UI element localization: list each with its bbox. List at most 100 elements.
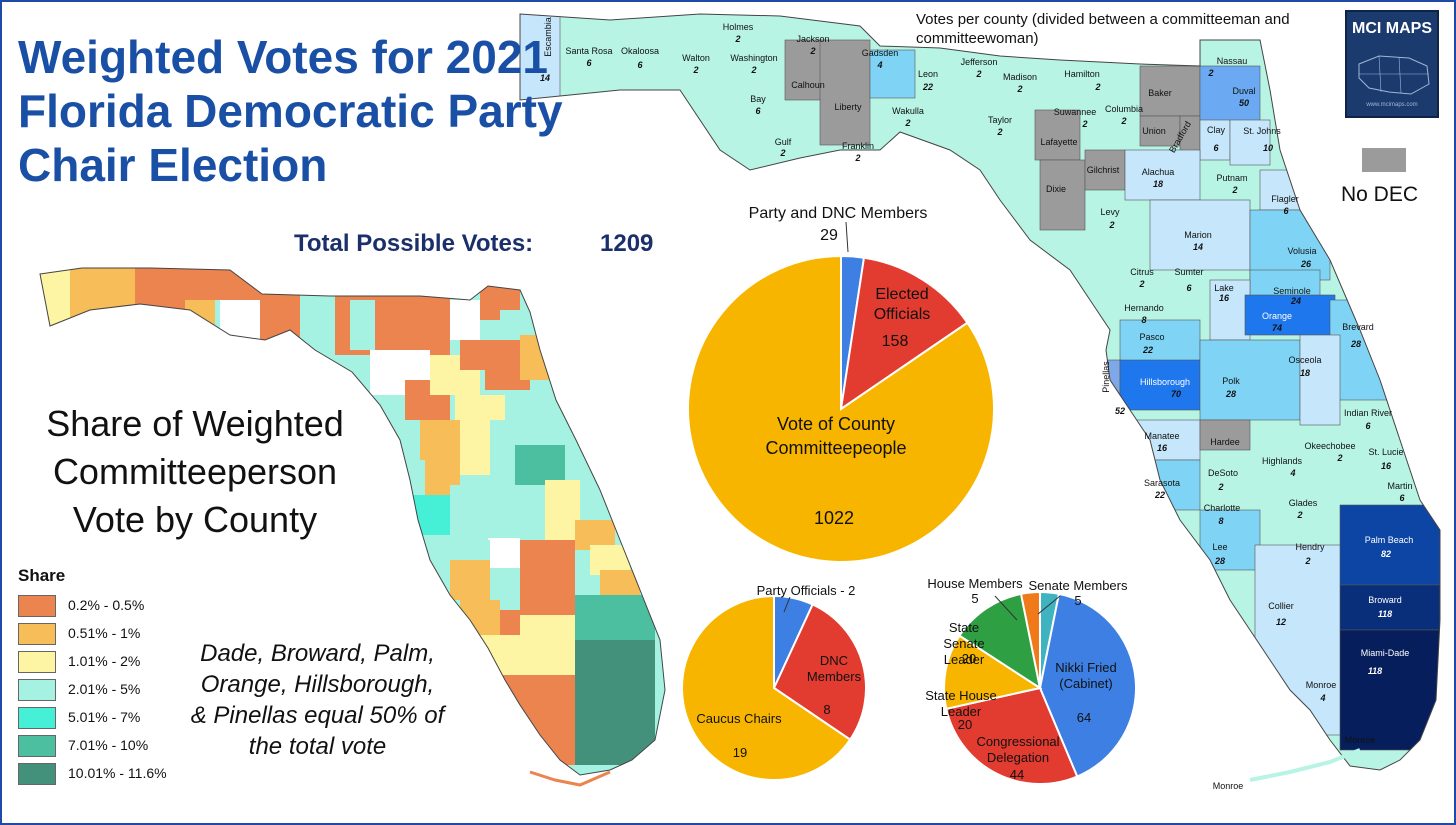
county-votes: 2	[1095, 82, 1101, 92]
county-label: Highlands	[1261, 456, 1303, 466]
logo-text: MCI MAPS	[1352, 20, 1432, 37]
county-label: Putnam	[1216, 173, 1248, 183]
county-votes: 22	[1142, 345, 1154, 355]
county-votes: 2	[1218, 482, 1224, 492]
county-label: Manatee	[1144, 431, 1180, 441]
county-label: Volusia	[1287, 246, 1317, 256]
county-label: Broward	[1368, 595, 1402, 605]
county-label: Hardee	[1210, 437, 1240, 447]
page-title: Weighted Votes for 2021 Florida Democrat…	[18, 31, 563, 191]
county-label: Pinellas	[1101, 361, 1111, 393]
total-votes-value: 1209	[600, 230, 654, 257]
pie-value: 44	[1009, 767, 1025, 782]
votes-per-county-note: Votes per county (divided between a comm…	[916, 11, 1290, 47]
county-votes: 6	[1283, 206, 1289, 216]
pie-label: House Members	[927, 576, 1023, 591]
pie-value: 19	[732, 745, 748, 760]
no-dec-label: No DEC	[1341, 183, 1419, 206]
county-label: Glades	[1288, 498, 1318, 508]
county-votes: 22	[1154, 490, 1166, 500]
pie-slice	[687, 254, 995, 563]
county-votes: 18	[1152, 179, 1164, 189]
county-votes: 2	[855, 153, 861, 163]
county-label: Lee	[1212, 542, 1228, 552]
county-votes: 16	[1380, 461, 1392, 471]
county-label: Hillsborough	[1139, 377, 1191, 387]
county-votes: 118	[1377, 609, 1393, 619]
county-votes: 2	[1208, 68, 1214, 78]
county-votes: 2	[693, 65, 699, 75]
pie-label: Senate Members	[1028, 578, 1128, 593]
county-votes: 8	[1218, 516, 1224, 526]
county-votes: 2	[1297, 510, 1303, 520]
county-votes: 28	[1214, 556, 1226, 566]
county-label: DeSoto	[1207, 468, 1239, 478]
county-label: Columbia	[1104, 104, 1144, 114]
county-votes: 2	[1139, 279, 1145, 289]
county-votes: 26	[1300, 259, 1312, 269]
legend-swatch	[18, 623, 56, 645]
total-votes-label: Total Possible Votes:	[294, 230, 534, 257]
legend-swatch	[18, 735, 56, 757]
county-label: Lafayette	[1040, 137, 1078, 147]
county-label: Levy	[1100, 207, 1120, 217]
leader-line	[1037, 595, 1061, 615]
county-label: Jefferson	[960, 57, 998, 67]
county-label: Jackson	[796, 34, 830, 44]
county-label: Alachua	[1141, 167, 1175, 177]
county-label: Orange	[1261, 311, 1293, 321]
county-votes: 14	[1192, 242, 1204, 252]
pie-slice	[772, 603, 867, 742]
county-label: Martin	[1387, 481, 1413, 491]
county-votes: 2	[810, 46, 816, 56]
county-label: Marion	[1184, 230, 1212, 240]
pie-label: Caucus Chairs	[696, 711, 782, 726]
county-votes: 2	[1305, 556, 1311, 566]
county-label: Nassau	[1216, 56, 1248, 66]
county-label: Taylor	[987, 115, 1013, 125]
pie-value: 158	[881, 333, 909, 350]
legend-title: Share	[18, 566, 66, 585]
county-votes: 6	[755, 106, 761, 116]
county-label: Franklin	[841, 141, 875, 151]
county-votes: 6	[1399, 493, 1405, 503]
pie-value: 5	[971, 591, 979, 606]
pie-slice	[945, 686, 1079, 785]
pie-label: Elected Officials	[873, 286, 931, 323]
county-votes: 6	[1186, 283, 1192, 293]
county-votes: 74	[1271, 323, 1283, 333]
county-votes: 2	[997, 127, 1003, 137]
leader-line	[994, 595, 1018, 621]
pie-slice	[681, 594, 852, 781]
county-label: Walton	[682, 53, 710, 63]
pie-label: Party and DNC Members	[748, 205, 928, 222]
county-votes: 6	[1365, 421, 1371, 431]
share-map-title: Share of Weighted Committeeperson Vote b…	[46, 403, 344, 540]
county-label: Santa Rosa	[565, 46, 613, 56]
county-label: Okaloosa	[620, 46, 660, 56]
county-label: Miami-Dade	[1360, 648, 1410, 658]
county-label: Escambia	[543, 17, 553, 57]
county-label: Charlotte	[1203, 503, 1241, 513]
county-votes: 28	[1225, 389, 1237, 399]
pie-label: DNC Members	[806, 653, 862, 684]
county-label: Sarasota	[1143, 478, 1181, 488]
county-votes: 10	[1262, 143, 1274, 153]
pie-label: Vote of County Committeepeople	[765, 414, 907, 458]
county-label: Lake	[1214, 283, 1234, 293]
pie-label: Party Officials - 2	[756, 583, 856, 598]
county-label: Wakulla	[892, 106, 924, 116]
county-votes: 2	[1337, 453, 1343, 463]
county-votes: 70	[1170, 389, 1182, 399]
legend-swatch	[18, 651, 56, 673]
pie-value: 20	[961, 651, 977, 666]
pie-slice	[839, 256, 969, 412]
legend-swatch	[18, 679, 56, 701]
county-label: Citrus	[1130, 267, 1154, 277]
county-label: Calhoun	[791, 80, 825, 90]
us-map-icon	[1358, 55, 1430, 95]
leader-line	[783, 596, 791, 613]
